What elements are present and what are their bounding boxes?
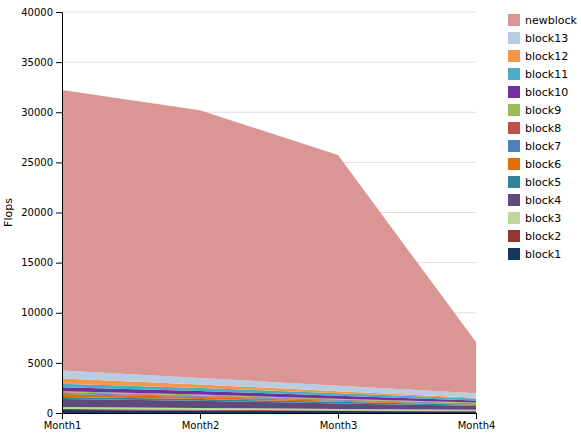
legend-swatch [508,104,520,116]
legend-swatch [508,122,520,134]
legend-swatch [508,50,520,62]
y-tick-mark [56,363,62,364]
legend-item: block12 [508,50,568,63]
legend-swatch [508,86,520,98]
legend-label: block9 [525,104,561,117]
x-tick-mark [200,413,201,419]
y-tick-mark [56,413,62,414]
legend-item: block1 [508,248,561,261]
legend-label: block3 [525,212,561,225]
y-tick: 30000 [21,107,62,118]
y-tick-mark [56,112,62,113]
legend-label: block12 [525,50,568,63]
y-tick-mark [56,313,62,314]
legend-label: block7 [525,140,561,153]
legend-item: newblock [508,14,578,27]
y-tick: 10000 [21,307,62,318]
y-tick: 5000 [28,358,62,369]
legend-label: block5 [525,176,561,189]
plot: 0 5000 10000 15000 20000 25000 30000 35000 40000… [2,7,495,431]
legend-item: block13 [508,32,568,45]
y-tick: 15000 [21,257,62,268]
legend-item: block11 [508,68,568,81]
y-tick-mark [56,263,62,264]
y-tick-mark [56,213,62,214]
y-tick-label: 30000 [21,107,53,118]
y-tick-label: 25000 [21,157,53,168]
y-axis-line [56,13,63,414]
legend-label: block2 [525,230,561,243]
y-tick-label: 20000 [21,207,53,218]
legend-label: block4 [525,194,561,207]
y-tick-label: 0 [47,408,53,419]
legend-item: block8 [508,122,561,135]
legend-item: block10 [508,86,568,99]
y-tick-label: 5000 [28,358,53,369]
legend-item: block5 [508,176,561,189]
y-tick-label: 10000 [21,307,53,318]
y-tick: 25000 [21,157,62,168]
x-tick-label: Month2 [182,420,220,431]
legend-item: block3 [508,212,561,225]
x-tick: Month2 [182,413,220,431]
legend-item: block6 [508,158,561,171]
x-axis-line [63,414,477,420]
grid-line [62,12,476,13]
legend-label: newblock [525,14,578,27]
legend-swatch [508,248,520,260]
legend-item: block4 [508,194,561,207]
x-tick-mark [62,413,63,419]
legend-item: block7 [508,140,561,153]
grid [62,12,476,413]
x-tick-label: Month4 [458,420,496,431]
legend-label: block6 [525,158,561,171]
legend-swatch [508,68,520,80]
legend-label: block13 [525,32,568,45]
x-tick-label: Month3 [320,420,358,431]
x-tick: Month3 [320,413,358,431]
x-axis: Month1 Month2 Month3 Month4 [44,413,496,431]
x-tick: Month1 [44,413,82,431]
y-tick: 0 [47,408,62,419]
legend-swatch [508,176,520,188]
y-tick: 20000 [21,207,62,218]
y-tick: 40000 [21,7,62,18]
y-tick-mark [56,12,62,13]
legend-swatch [508,212,520,224]
legend-label: block8 [525,122,561,135]
x-tick-mark [476,413,477,419]
x-tick-mark [338,413,339,419]
y-tick-label: 40000 [21,7,53,18]
area [62,90,476,393]
legend-swatch [508,140,520,152]
y-axis-title: Flops [2,198,15,227]
legend-label: block11 [525,68,568,81]
legend-label: block10 [525,86,568,99]
legend: newblock block13 block12 block11 block10 bloc… [508,14,578,261]
legend-item: block9 [508,104,561,117]
y-tick: 35000 [21,57,62,68]
x-tick-label: Month1 [44,420,82,431]
legend-label: block1 [525,248,561,261]
x-tick: Month4 [458,413,496,431]
legend-item: block2 [508,230,561,243]
legend-swatch [508,32,520,44]
y-axis: 0 5000 10000 15000 20000 25000 30000 35000 40000 [21,7,62,419]
chart: 0 5000 10000 15000 20000 25000 30000 35000 40000… [0,0,581,445]
y-tick-mark [56,162,62,163]
legend-swatch [508,14,520,26]
legend-swatch [508,194,520,206]
y-tick-label: 35000 [21,57,53,68]
legend-swatch [508,230,520,242]
legend-swatch [508,158,520,170]
grid-line [62,62,476,63]
areas [62,90,476,413]
y-tick-label: 15000 [21,257,53,268]
y-tick-mark [56,62,62,63]
